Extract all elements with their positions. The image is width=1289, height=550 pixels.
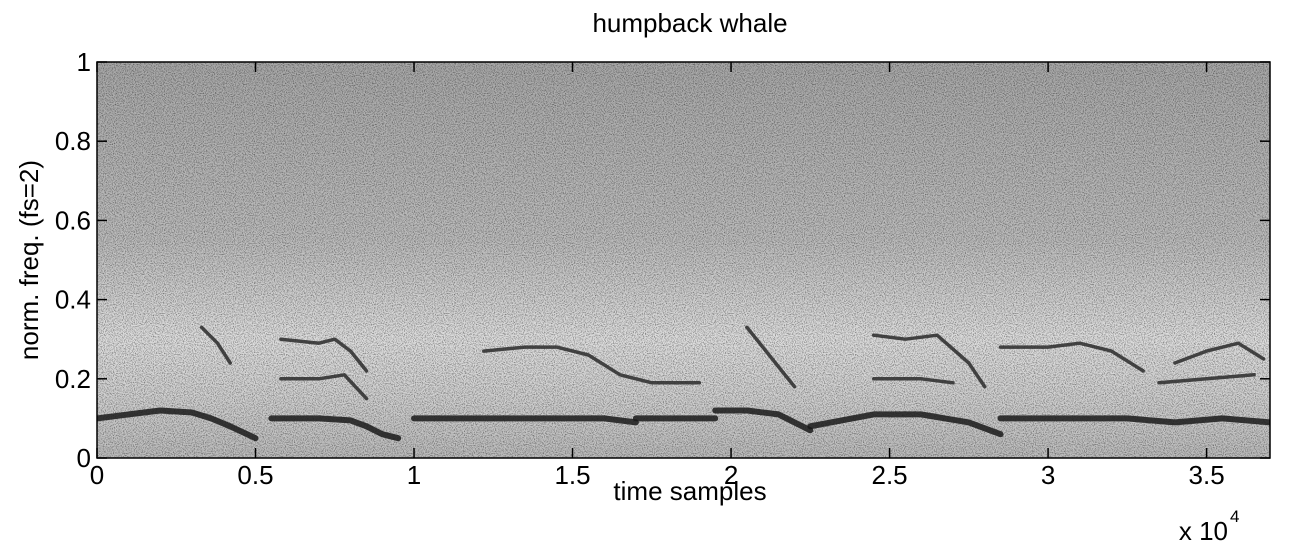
y-tick-label: 0.2 [55,364,91,394]
call-contour [279,337,369,373]
y-tick-label: 0.4 [55,285,91,315]
y-tick-label: 0 [77,443,91,473]
call-contour [998,341,1145,373]
x-tick-label: 3 [1041,460,1055,490]
call-contour [712,407,814,434]
call-contour [871,377,955,385]
x-tick-label: 3.5 [1189,460,1225,490]
x-tick-label: 2.5 [871,460,907,490]
call-contour [807,411,1004,438]
x-scale-exponent: 4 [1230,507,1239,526]
call-contour [97,407,259,442]
plot-frame [96,61,1271,459]
call-contour [871,333,987,389]
call-contour [745,325,797,389]
plot-area [97,62,1270,458]
call-contour [997,415,1270,426]
x-tick-label: 1.5 [554,460,590,490]
x-tick-label: 0.5 [237,460,273,490]
x-axis-label: time samples [613,476,766,506]
y-axis-label: norm. freq. (fs=2) [14,160,44,360]
call-contour [411,415,639,426]
x-tick-label: 0 [90,460,104,490]
y-tick-label: 0.8 [55,126,91,156]
x-scale-label: x 10 [1179,516,1228,546]
y-tick-label: 0.6 [55,205,91,235]
x-tick-label: 1 [407,460,421,490]
spectrogram-noise [97,62,1270,458]
call-contour [1173,341,1266,365]
call-contour [279,373,369,401]
call-contour [482,345,702,385]
call-contour [199,325,232,365]
x-tick-label: 2 [724,460,738,490]
y-tick-label: 1 [77,47,91,77]
chart-title: humpback whale [592,8,787,38]
call-contour [1157,373,1256,385]
call-contour [268,415,402,442]
